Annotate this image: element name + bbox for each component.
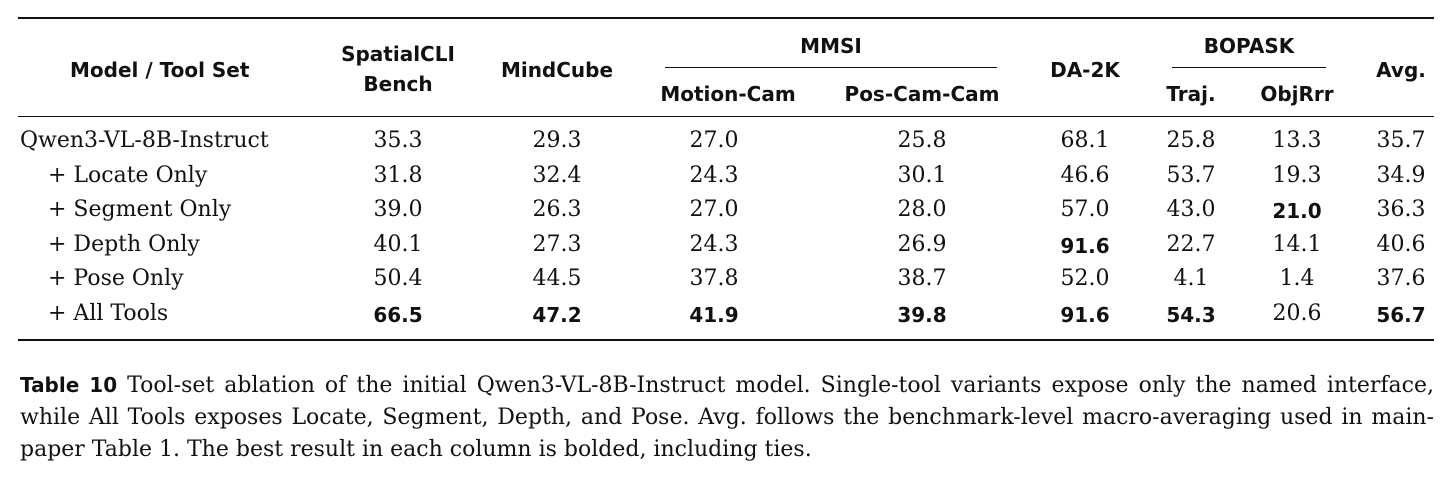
table-cell: 26.9 xyxy=(897,232,947,257)
table-cell: 40.1 xyxy=(373,232,423,257)
table-cell: 24.3 xyxy=(689,232,739,257)
table-cell: 29.3 xyxy=(532,128,582,153)
table-cell: 37.6 xyxy=(1376,266,1426,291)
header-mindcube: MindCube xyxy=(500,58,614,82)
table-cell: 27.0 xyxy=(689,197,739,222)
table-cell: 37.8 xyxy=(689,266,739,291)
header-avg: Avg. xyxy=(1376,58,1426,82)
table-cell: 24.3 xyxy=(689,163,739,188)
table-cell: 52.0 xyxy=(1060,266,1110,291)
table-header-rule xyxy=(18,116,1434,117)
table-cell: 27.0 xyxy=(689,128,739,153)
table-top-rule xyxy=(18,17,1434,19)
table-cell: 50.4 xyxy=(373,266,423,291)
table-cell: 35.7 xyxy=(1376,128,1426,153)
table-caption: Table 10 Tool-set ablation of the initial… xyxy=(20,369,1434,466)
caption-label: Table 10 xyxy=(20,373,118,397)
header-traj: Traj. xyxy=(1166,82,1216,106)
table-cell: 68.1 xyxy=(1060,128,1110,153)
table-cell: 38.7 xyxy=(897,266,947,291)
table-cell: 35.3 xyxy=(373,128,423,153)
table-cell: 13.3 xyxy=(1272,128,1322,153)
table-cell: 40.6 xyxy=(1376,232,1426,257)
table-cell: 56.7 xyxy=(1376,303,1426,327)
header-spatialcli-line2: Bench xyxy=(363,72,433,96)
table-cell: 1.4 xyxy=(1279,266,1315,291)
table-cell: 28.0 xyxy=(897,197,947,222)
table-cell: 36.3 xyxy=(1376,197,1426,222)
header-pos-cam-cam: Pos-Cam-Cam xyxy=(844,82,1000,106)
table-cell: 27.3 xyxy=(532,232,582,257)
row-label: Qwen3-VL-8B-Instruct xyxy=(20,128,269,153)
table-cell: 14.1 xyxy=(1272,232,1322,257)
table-bottom-rule xyxy=(18,339,1434,341)
table-cell: 20.6 xyxy=(1272,301,1322,326)
table-cell: 53.7 xyxy=(1166,163,1216,188)
header-spatialcli-line1: SpatialCLI xyxy=(341,42,455,66)
header-model: Model / Tool Set xyxy=(70,58,250,82)
row-label: + Segment Only xyxy=(48,197,232,222)
bopask-cmidrule xyxy=(1172,67,1326,68)
table-cell: 43.0 xyxy=(1166,197,1216,222)
table-cell: 30.1 xyxy=(897,163,947,188)
table-cell: 21.0 xyxy=(1272,199,1322,223)
table-cell: 32.4 xyxy=(532,163,582,188)
header-mmsi: MMSI xyxy=(800,34,862,58)
row-label: + Pose Only xyxy=(48,266,184,291)
header-objrrr: ObjRrr xyxy=(1260,82,1334,106)
row-label: + Depth Only xyxy=(48,232,200,257)
header-bopask: BOPASK xyxy=(1203,34,1295,58)
table-cell: 39.8 xyxy=(897,303,947,327)
table-cell: 25.8 xyxy=(1166,128,1216,153)
table-cell: 26.3 xyxy=(532,197,582,222)
table-cell: 91.6 xyxy=(1060,303,1110,327)
table-cell: 44.5 xyxy=(532,266,582,291)
table-cell: 31.8 xyxy=(373,163,423,188)
row-label: + Locate Only xyxy=(48,163,208,188)
table-cell: 66.5 xyxy=(373,303,423,327)
mmsi-cmidrule xyxy=(665,67,997,68)
table-cell: 39.0 xyxy=(373,197,423,222)
table-cell: 34.9 xyxy=(1376,163,1426,188)
table-cell: 54.3 xyxy=(1166,303,1216,327)
caption-text: Tool-set ablation of the initial Qwen3-V… xyxy=(20,373,1435,462)
table-cell: 41.9 xyxy=(689,303,739,327)
table-cell: 4.1 xyxy=(1173,266,1209,291)
table-cell: 47.2 xyxy=(532,303,582,327)
row-label: + All Tools xyxy=(48,301,169,326)
table-cell: 19.3 xyxy=(1272,163,1322,188)
table-cell: 91.6 xyxy=(1060,234,1110,258)
table-cell: 25.8 xyxy=(897,128,947,153)
header-da2k: DA-2K xyxy=(1050,58,1120,82)
table-cell: 22.7 xyxy=(1166,232,1216,257)
header-motion-cam: Motion-Cam xyxy=(660,82,796,106)
table-cell: 57.0 xyxy=(1060,197,1110,222)
table-cell: 46.6 xyxy=(1060,163,1110,188)
